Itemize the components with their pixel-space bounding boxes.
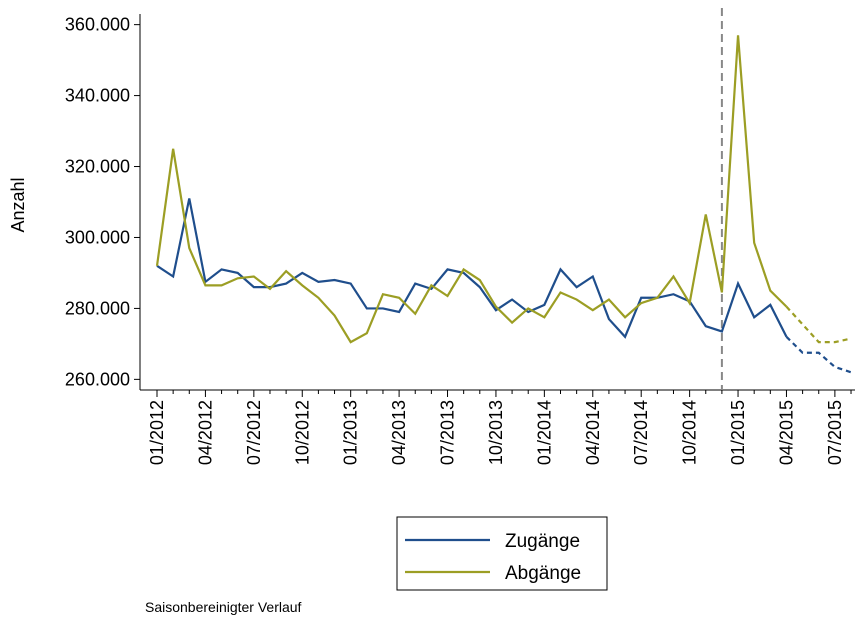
- legend-label: Zugänge: [505, 531, 580, 552]
- x-tick-label: 01/2015: [728, 400, 748, 465]
- y-tick-label: 260.000: [65, 369, 130, 389]
- series-line: [785, 336, 852, 374]
- x-tick-label: 04/2015: [776, 400, 796, 465]
- x-tick-label: 07/2012: [244, 400, 264, 465]
- x-tick-label: 01/2014: [534, 400, 554, 465]
- y-axis-label: Anzahl: [8, 177, 28, 232]
- y-tick-label: 320.000: [65, 157, 130, 177]
- x-tick-label: 10/2014: [680, 400, 700, 465]
- y-tick-label: 360.000: [65, 15, 130, 35]
- x-tick-label: 07/2013: [438, 400, 458, 465]
- series-line: [785, 305, 852, 344]
- x-tick-label: 04/2012: [195, 400, 215, 465]
- x-tick-label: 10/2012: [292, 400, 312, 465]
- x-tick-label: 01/2012: [147, 400, 167, 465]
- series-line: [156, 198, 788, 339]
- legend-label: Abgänge: [505, 563, 581, 584]
- y-tick-label: 300.000: [65, 227, 130, 247]
- x-tick-label: 04/2013: [389, 400, 409, 465]
- x-tick-label: 04/2014: [583, 400, 603, 465]
- x-tick-label: 01/2013: [341, 400, 361, 465]
- legend-box: [396, 516, 608, 591]
- footnote: Saisonbereinigter Verlauf: [145, 599, 302, 615]
- series-line: [155, 35, 788, 344]
- y-tick-label: 340.000: [65, 86, 130, 106]
- x-tick-label: 07/2015: [825, 400, 845, 465]
- y-tick-label: 280.000: [65, 298, 130, 318]
- x-tick-label: 07/2014: [631, 400, 651, 465]
- x-tick-label: 10/2013: [486, 400, 506, 465]
